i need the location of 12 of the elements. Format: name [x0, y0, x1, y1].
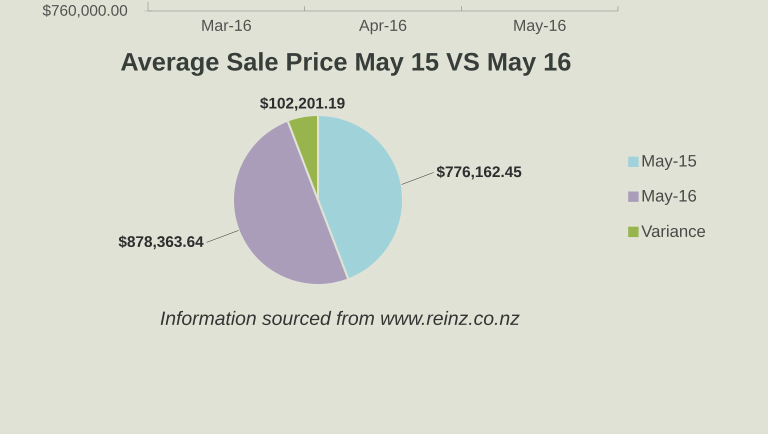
chart-title: Average Sale Price May 15 VS May 16 — [120, 52, 570, 76]
text: $760,000.00 — [42, 4, 128, 18]
text: Information sourced from www.reinz.co.nz — [160, 310, 520, 326]
category-label: May-16 — [514, 20, 566, 34]
category-label: Apr-16 — [359, 20, 406, 34]
legend-label: Variance — [641, 224, 706, 238]
legend-label: May-16 — [642, 190, 696, 205]
data-label: $878,363.64 — [118, 235, 204, 250]
data-label: $776,162.45 — [436, 166, 522, 180]
category-label: Mar-16 — [202, 20, 251, 32]
data-label: $102,201.19 — [260, 97, 345, 111]
legend-label: May-15 — [642, 155, 696, 170]
